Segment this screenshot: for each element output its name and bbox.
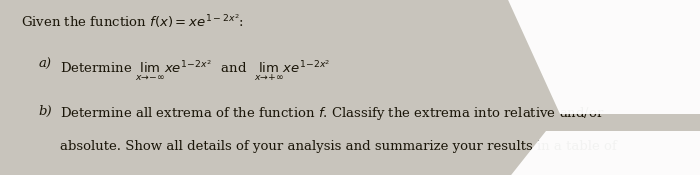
Text: a): a) — [38, 58, 52, 71]
Text: b): b) — [38, 105, 52, 118]
Text: Determine all extrema of the function $f$. Classify the extrema into relative an: Determine all extrema of the function $f… — [60, 105, 604, 122]
Text: Determine $\lim_{x \to -\infty} xe^{1-2x^2}$  and  $\lim_{x \to +\infty} xe^{1-2: Determine $\lim_{x \to -\infty} xe^{1-2x… — [60, 58, 330, 83]
Polygon shape — [504, 131, 700, 175]
Text: Given the function $f(x) = xe^{1-2x^2}$:: Given the function $f(x) = xe^{1-2x^2}$: — [21, 12, 244, 30]
Polygon shape — [504, 0, 700, 114]
Text: absolute. Show all details of your analysis and summarize your results in a tabl: absolute. Show all details of your analy… — [60, 140, 616, 153]
